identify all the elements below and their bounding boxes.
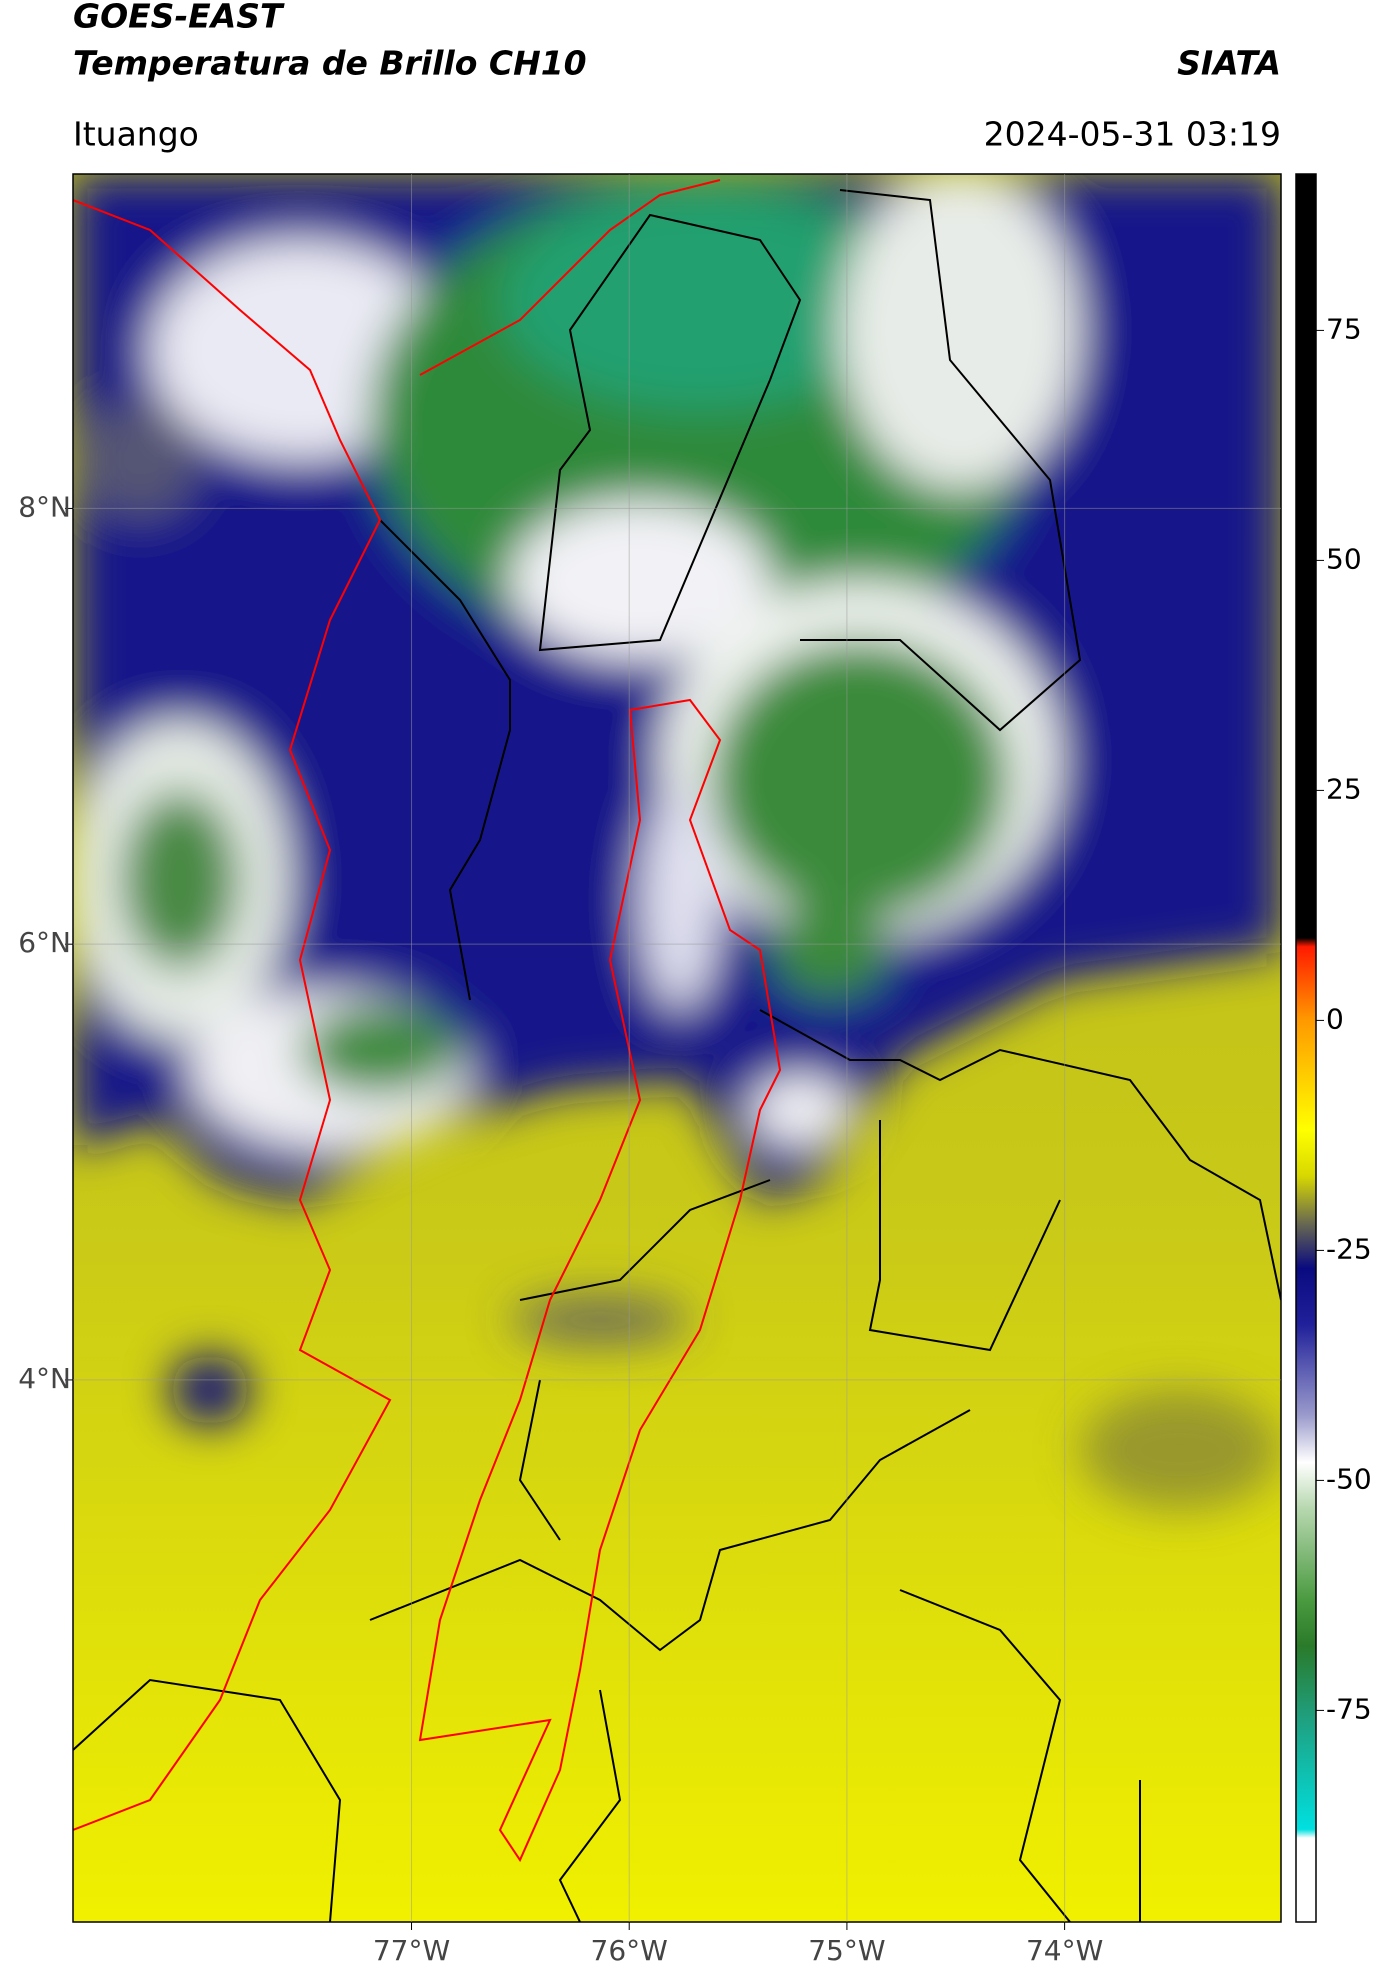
satellite-image <box>73 174 1281 1922</box>
subtitle: Temperatura de Brillo CH10 <box>73 44 587 83</box>
colorbar-tick-label: 50 <box>1326 542 1362 575</box>
y-tick-label: 4°N <box>18 1362 71 1395</box>
x-tick-label: 74°W <box>1026 1934 1103 1967</box>
title: GOES-EAST <box>73 0 285 36</box>
colorbar-tick-label: 0 <box>1326 1002 1344 1035</box>
location: Ituango <box>73 115 199 154</box>
x-tick-label: 77°W <box>373 1934 450 1967</box>
y-tick-label: 8°N <box>18 490 71 523</box>
credit: SIATA <box>1177 44 1281 83</box>
colorbar-tick-label: -25 <box>1326 1232 1372 1265</box>
datetime: 2024-05-31 03:19 <box>984 115 1281 154</box>
colorbar-tick-label: -75 <box>1326 1692 1372 1725</box>
colorbar-tick-label: -50 <box>1326 1462 1372 1495</box>
colorbar-tick-label: 25 <box>1326 772 1362 805</box>
map-frame <box>72 173 1282 1923</box>
y-tick-label: 6°N <box>18 926 71 959</box>
colorbar <box>1295 173 1317 1923</box>
colorbar-tick-label: 75 <box>1326 312 1362 345</box>
x-tick-label: 76°W <box>591 1934 668 1967</box>
x-tick-label: 75°W <box>808 1934 885 1967</box>
